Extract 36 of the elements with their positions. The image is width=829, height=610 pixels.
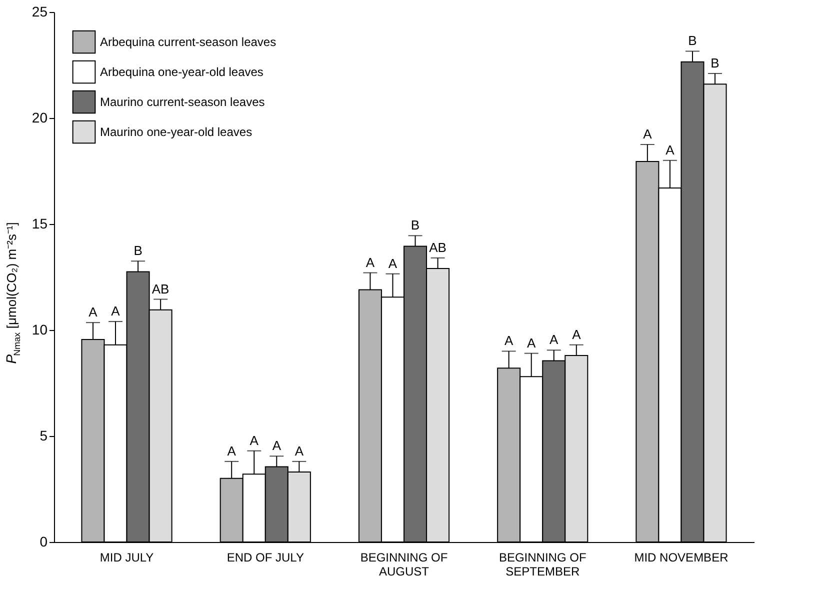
data-label: A — [666, 142, 675, 158]
y-tick-label: 10 — [32, 322, 48, 338]
data-label: A — [504, 333, 514, 348]
y-tick-label: 20 — [32, 110, 48, 126]
x-tick-label: BEGINNING OF SEPTEMBER — [498, 550, 586, 578]
y-tick-label: 5 — [40, 428, 48, 444]
y-tick-label: 15 — [32, 216, 48, 232]
y-axis-title: PNmax [μmol(CO₂) m⁻²s⁻¹] — [3, 222, 22, 364]
y-tick-label: 25 — [32, 4, 48, 20]
x-tick-label: BEGINNING OF AUGUST — [360, 550, 448, 578]
legend-label: Arbequina current-season leaves — [100, 35, 276, 49]
data-label: A — [272, 438, 282, 454]
data-label: A — [227, 443, 236, 458]
data-label: A — [294, 443, 304, 458]
data-label: A — [250, 432, 259, 448]
data-label: A — [111, 304, 120, 319]
data-label: B — [710, 55, 720, 70]
legend-label: Maurino one-year-old leaves — [100, 125, 252, 139]
x-tick-label: END OF JULY — [226, 550, 304, 564]
data-label: B — [410, 218, 420, 233]
data-label: B — [134, 243, 142, 258]
data-label: A — [643, 126, 652, 142]
data-label: AB — [152, 281, 170, 296]
data-label: B — [688, 33, 697, 48]
data-label: A — [388, 256, 398, 271]
legend-label: Arbequina one-year-old leaves — [100, 65, 264, 79]
legend-label: Maurino current-season leaves — [100, 95, 265, 109]
data-label: A — [88, 304, 98, 320]
x-tick-label: MID JULY — [100, 550, 154, 564]
x-tick-label: MID NOVEMBER — [634, 550, 729, 564]
data-label: A — [527, 335, 536, 350]
data-label: A — [550, 332, 559, 348]
data-label: A — [366, 254, 375, 270]
data-label: AB — [429, 240, 446, 255]
data-label: A — [572, 326, 582, 342]
y-tick-label: 0 — [40, 534, 48, 550]
